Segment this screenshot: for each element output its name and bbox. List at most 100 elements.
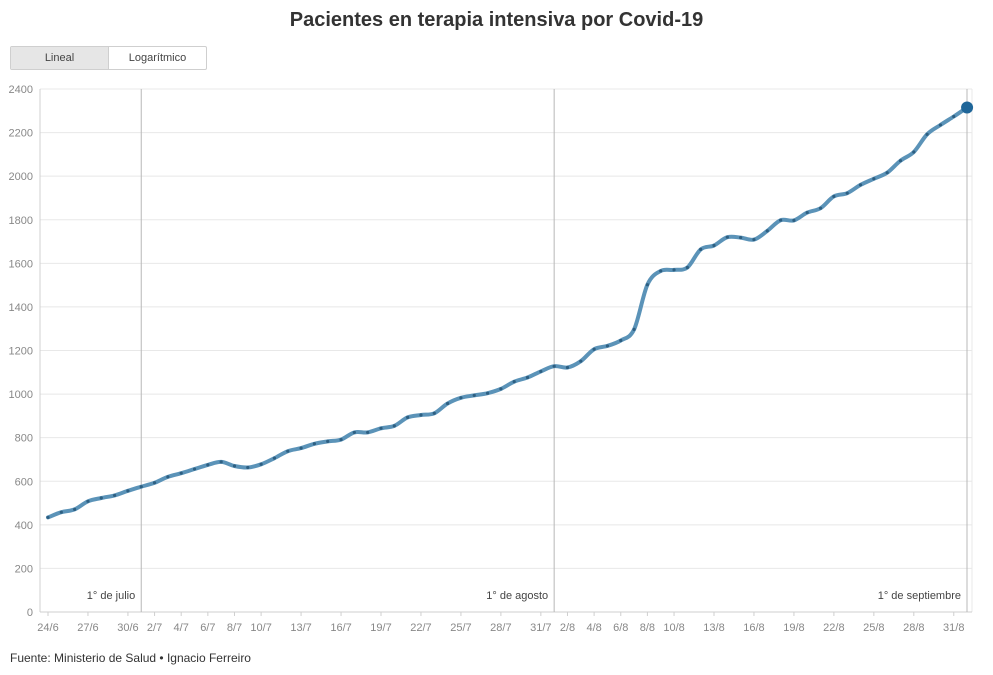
x-tick-label: 8/8: [640, 622, 655, 634]
x-tick-label: 27/6: [77, 622, 98, 634]
y-tick-label: 200: [15, 563, 33, 575]
data-point: [179, 471, 183, 475]
data-point: [672, 268, 676, 272]
data-point: [419, 413, 423, 417]
x-tick-label: 30/6: [117, 622, 138, 634]
data-point: [73, 507, 77, 511]
series-line: [46, 105, 970, 520]
x-tick-label: 31/8: [943, 622, 964, 634]
data-point: [499, 387, 503, 391]
data-point: [752, 237, 756, 242]
data-point: [659, 269, 663, 273]
x-tick-label: 6/8: [613, 622, 628, 634]
data-point: [152, 481, 157, 485]
y-tick-label: 0: [27, 607, 33, 619]
data-point: [779, 218, 783, 222]
annotation-label: 1° de septiembre: [878, 590, 961, 602]
x-tick-label: 19/8: [783, 622, 804, 634]
last-data-point: [961, 101, 974, 114]
y-tick-label: 400: [15, 520, 33, 532]
data-point: [739, 236, 743, 240]
x-tick-label: 4/7: [174, 622, 189, 634]
data-point: [712, 243, 716, 248]
data-point: [126, 489, 130, 493]
x-tick-label: 16/8: [743, 622, 764, 634]
x-tick-label: 10/8: [663, 622, 684, 634]
data-point: [765, 229, 769, 233]
data-point: [898, 159, 903, 163]
y-tick-label: 2400: [9, 84, 33, 96]
data-point: [472, 393, 476, 397]
log-scale-button[interactable]: Logarítmico: [128, 52, 187, 64]
y-tick-label: 600: [15, 476, 33, 488]
x-tick-label: 16/7: [330, 622, 351, 634]
data-point: [592, 347, 596, 351]
x-tick-label: 22/8: [823, 622, 844, 634]
data-point: [845, 191, 849, 195]
data-point: [446, 401, 450, 406]
y-tick-label: 2200: [9, 128, 33, 140]
y-tick-label: 1400: [9, 302, 33, 314]
data-point: [246, 465, 250, 470]
x-tick-label: 24/6: [37, 622, 58, 634]
data-point: [512, 380, 516, 384]
data-point: [485, 391, 490, 395]
data-point: [912, 150, 916, 154]
data-point: [818, 206, 823, 210]
data-point: [645, 283, 650, 287]
source-note: Fuente: Ministerio de Salud • Ignacio Fe…: [10, 651, 251, 665]
x-tick-label: 31/7: [530, 622, 551, 634]
data-point: [952, 114, 956, 119]
y-tick-label: 1000: [9, 389, 33, 401]
data-point: [113, 493, 117, 498]
x-tick-label: 6/7: [200, 622, 215, 634]
data-point: [872, 177, 876, 181]
data-point: [605, 344, 610, 348]
data-point: [166, 475, 170, 479]
x-tick-label: 22/7: [410, 622, 431, 634]
data-point: [59, 510, 63, 514]
x-tick-label: 19/7: [370, 622, 391, 634]
data-point: [805, 210, 809, 215]
data-point: [725, 235, 729, 239]
data-point: [925, 132, 929, 136]
data-point: [379, 426, 383, 430]
data-point: [565, 365, 570, 370]
data-point: [46, 515, 50, 520]
data-point: [885, 171, 889, 175]
x-tick-label: 4/8: [586, 622, 601, 634]
annotation-label: 1° de julio: [87, 590, 135, 602]
data-point: [632, 327, 636, 331]
data-point: [699, 247, 703, 251]
x-tick-label: 8/7: [227, 622, 242, 634]
annotation-label: 1° de agosto: [486, 590, 548, 602]
data-point: [406, 415, 410, 420]
data-point: [86, 499, 90, 503]
data-point: [832, 194, 836, 199]
data-point: [938, 123, 943, 127]
data-point: [685, 265, 689, 270]
y-tick-label: 1800: [9, 215, 33, 227]
x-tick-label: 2/7: [147, 622, 162, 634]
data-point: [525, 375, 530, 380]
data-point: [459, 396, 463, 400]
data-point: [392, 424, 396, 428]
scale-toggle: Lineal Logarítmico: [10, 46, 207, 70]
data-point: [619, 338, 623, 343]
data-point: [352, 430, 356, 435]
x-tick-label: 25/7: [450, 622, 471, 634]
data-point: [792, 218, 796, 223]
data-point: [219, 460, 223, 464]
data-point: [286, 449, 290, 453]
data-point: [99, 496, 103, 500]
data-point: [206, 463, 210, 467]
data-point: [299, 446, 303, 450]
x-tick-label: 13/8: [703, 622, 724, 634]
data-point: [539, 369, 543, 374]
data-point: [232, 464, 237, 468]
data-point: [326, 439, 330, 443]
data-point: [139, 485, 143, 489]
data-point: [366, 430, 370, 435]
linear-scale-button[interactable]: Lineal: [11, 47, 109, 69]
